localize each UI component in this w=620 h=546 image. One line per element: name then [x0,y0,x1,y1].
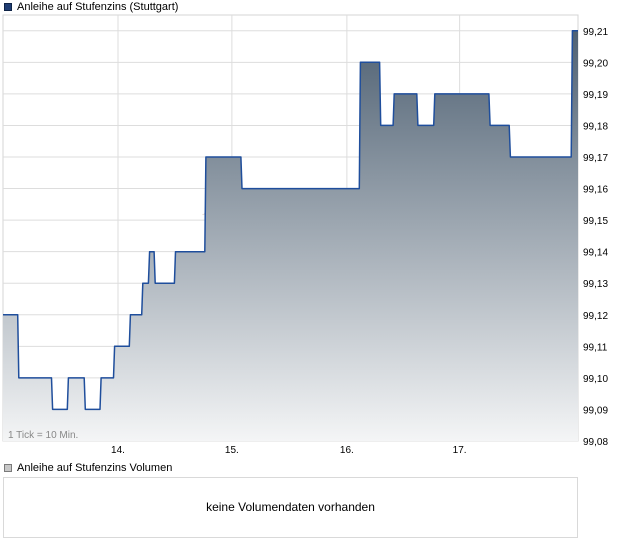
volume-legend-swatch [4,464,12,472]
price-legend: Anleihe auf Stufenzins (Stuttgart) [4,0,178,14]
y-tick-label: 99,19 [583,90,608,101]
volume-legend-label: Anleihe auf Stufenzins Volumen [17,462,173,474]
x-tick-label: 17. [453,445,467,456]
x-tick-label: 16. [340,445,354,456]
x-tick-label: 14. [111,445,125,456]
y-tick-label: 99,13 [583,279,608,290]
tick-note: 1 Tick = 10 Min. [8,430,78,441]
price-legend-swatch [4,3,12,11]
volume-legend: Anleihe auf Stufenzins Volumen [4,461,172,475]
y-tick-label: 99,16 [583,185,608,196]
y-tick-label: 99,11 [583,342,608,353]
y-tick-label: 99,14 [583,248,608,259]
x-tick-label: 15. [225,445,239,456]
y-tick-label: 99,15 [583,216,608,227]
price-chart: 99,21 99,20 99,19 99,18 99,17 99,16 99,15 99,14… [2,14,608,456]
price-legend-label: Anleihe auf Stufenzins (Stuttgart) [17,1,179,13]
y-tick-label: 99,10 [583,374,608,385]
y-tick-label: 99,08 [583,437,608,448]
y-tick-label: 99,20 [583,58,608,69]
y-tick-label: 99,21 [583,27,608,38]
volume-panel: keine Volumendaten vorhanden [3,477,578,538]
series-area [3,30,578,442]
y-tick-label: 99,09 [583,405,608,416]
y-tick-label: 99,12 [583,311,608,322]
y-tick-label: 99,17 [583,153,608,164]
series-line [3,30,578,411]
volume-empty-message: keine Volumendaten vorhanden [206,500,375,514]
y-tick-label: 99,18 [583,121,608,132]
